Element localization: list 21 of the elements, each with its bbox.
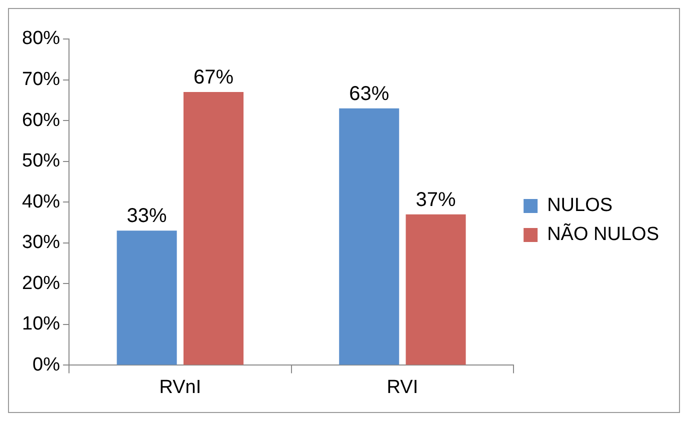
y-tick-label: 50% — [22, 150, 60, 172]
bar — [339, 108, 400, 365]
y-tick-label: 10% — [22, 314, 60, 335]
data-label: 33% — [126, 205, 168, 228]
x-tick-label: RVnI — [159, 376, 202, 398]
y-tick-label: 60% — [22, 110, 60, 131]
y-tick-label: 20% — [22, 272, 60, 294]
legend-label: NÃO NULOS — [547, 223, 660, 246]
y-tick-label: 70% — [22, 69, 60, 90]
y-tick-label: 0% — [32, 354, 60, 376]
y-tick-label: 40% — [22, 191, 60, 212]
bar — [406, 214, 466, 365]
data-label: 37% — [416, 188, 456, 211]
y-tick-label: 30% — [22, 232, 60, 254]
x-tick-label: RVI — [386, 376, 418, 398]
data-label: 63% — [349, 82, 390, 105]
bar — [116, 230, 177, 365]
y-tick-label: 80% — [22, 28, 60, 50]
data-label: 67% — [193, 66, 234, 89]
bar — [184, 92, 244, 365]
legend-label: NULOS — [547, 195, 613, 216]
